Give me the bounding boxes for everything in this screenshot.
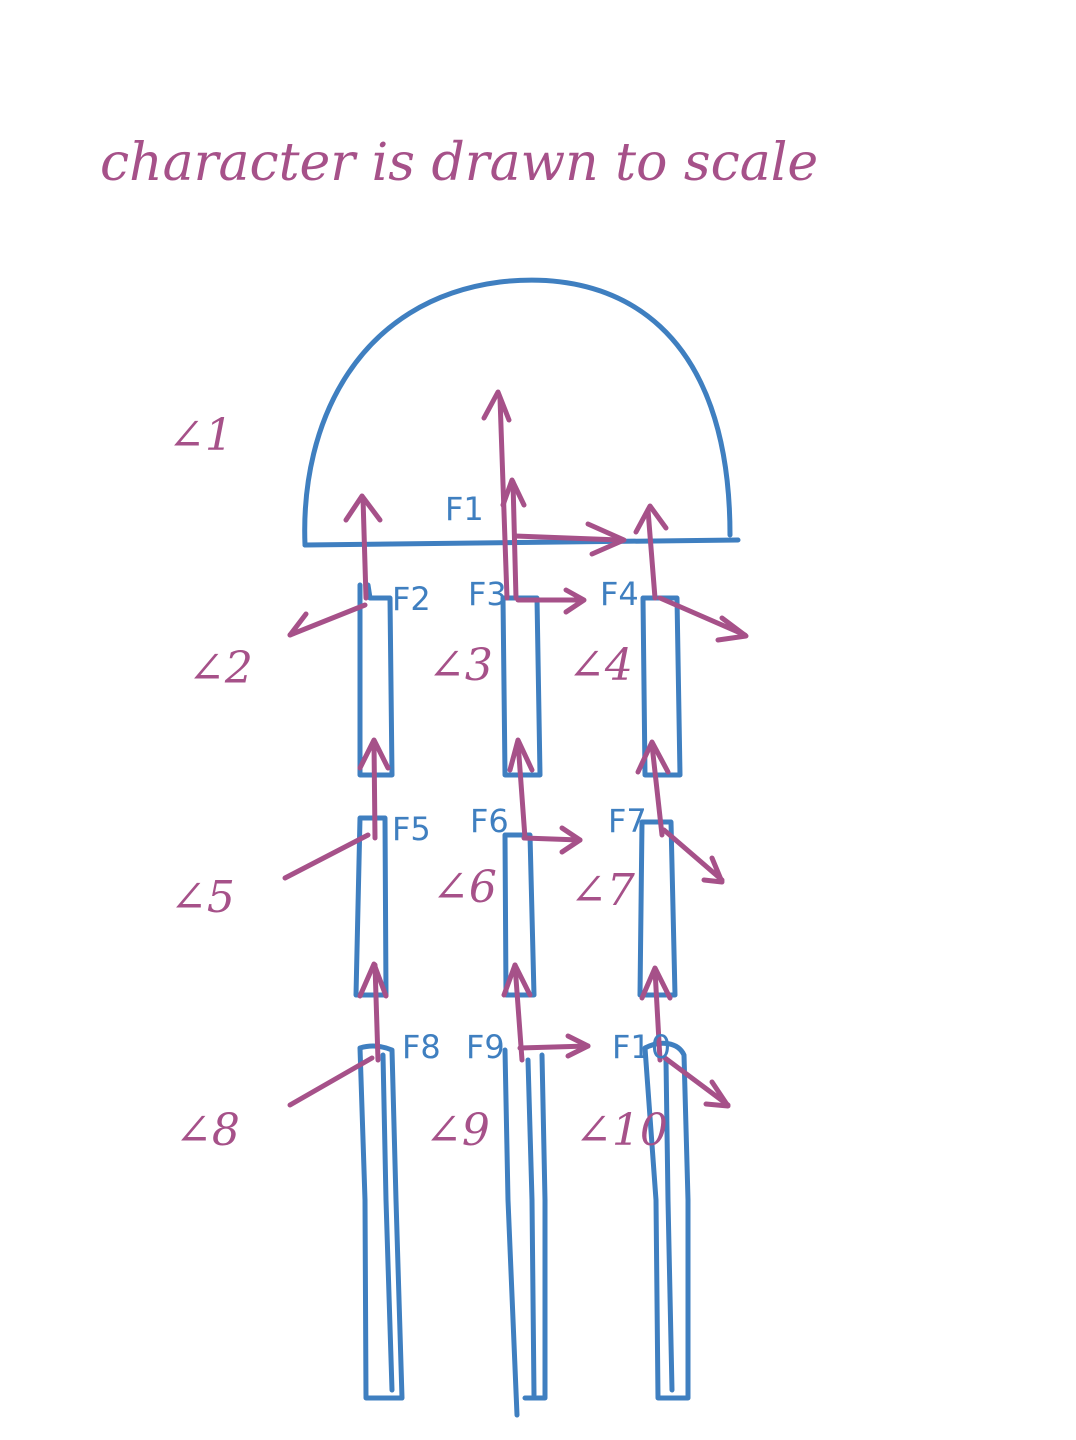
angle-label-6: ∠6 — [432, 862, 497, 913]
leg-upper-left — [357, 582, 395, 778]
angle-label-2: ∠2 — [188, 643, 253, 694]
leg-lower-middle — [502, 1047, 548, 1418]
force-arrow-upper-left-out — [287, 602, 368, 638]
force-label-4: F4 — [600, 575, 639, 613]
angle-label-5: ∠5 — [170, 872, 235, 923]
force-arrow-dome-middle — [500, 477, 527, 601]
dome-body — [302, 277, 741, 548]
force-arrow-middle-middle-right — [521, 825, 583, 855]
force-arrow-dome-left — [343, 493, 383, 601]
force-arrow-lower-right-up — [639, 965, 673, 1063]
force-arrow-upper-right-out — [657, 595, 749, 643]
force-arrow-lower-left-out — [287, 1055, 375, 1108]
force-arrow-lower-left-up — [357, 961, 389, 1063]
force-arrow-dome-horizontal — [512, 521, 627, 557]
force-label-6: F6 — [470, 802, 509, 840]
force-arrow-upper-middle-right — [515, 587, 587, 615]
force-label-3: F3 — [468, 575, 507, 613]
force-arrow-middle-right-out — [661, 827, 725, 885]
force-label-2: F2 — [392, 580, 431, 618]
angle-label-10: ∠10 — [575, 1105, 668, 1156]
angle-label-4: ∠4 — [568, 640, 633, 691]
force-arrow-lower-middle-up — [501, 962, 533, 1063]
force-arrow-lower-middle-right — [517, 1033, 591, 1059]
leg-lower-right — [642, 1040, 691, 1401]
force-label-7: F7 — [608, 802, 647, 840]
force-arrow-middle-left-up — [357, 737, 391, 841]
force-label-9: F9 — [466, 1028, 505, 1066]
angle-label-3: ∠3 — [428, 640, 493, 691]
force-label-10: F10 — [612, 1028, 671, 1066]
angle-label-7: ∠7 — [570, 865, 635, 916]
force-arrow-dome-right — [633, 503, 669, 601]
leg-middle-middle — [502, 832, 537, 998]
angle-label-9: ∠9 — [425, 1105, 490, 1156]
force-label-8: F8 — [402, 1028, 441, 1066]
force-label-1: F1 — [445, 490, 484, 528]
force-label-5: F5 — [392, 810, 431, 848]
force-arrow-lower-right-out — [662, 1055, 731, 1109]
diagram-title: character is drawn to scale — [100, 133, 818, 193]
leg-lower-left — [357, 1043, 405, 1401]
force-arrow-middle-middle-up — [507, 737, 535, 841]
angle-label-8: ∠8 — [175, 1105, 240, 1156]
force-arrow-middle-left-out — [282, 832, 371, 881]
angle-label-1: ∠1 — [168, 410, 233, 461]
force-arrow-middle-right-up — [635, 739, 671, 838]
